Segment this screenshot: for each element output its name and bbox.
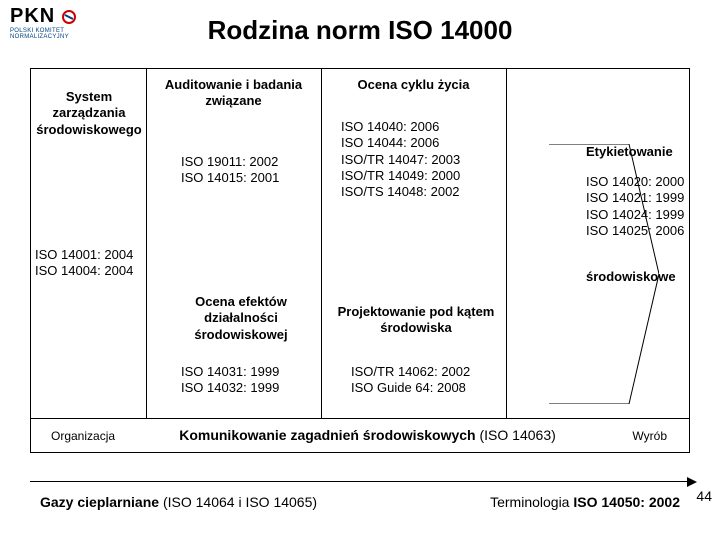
col2b-items: ISO 14031: 1999 ISO 14032: 1999 [181, 364, 279, 397]
timeline-arrow-line [30, 481, 690, 482]
footer-row: Gazy cieplarniane (ISO 14064 i ISO 14065… [30, 494, 690, 510]
bottom-right-label: Wyrób [632, 429, 667, 444]
page-number: 44 [696, 488, 712, 504]
divider-2 [321, 69, 322, 419]
col2a-heading: Auditowanie i badania związane [151, 77, 316, 110]
timeline-arrow-head-icon [687, 477, 697, 487]
divider-1 [146, 69, 147, 419]
footer-left: Gazy cieplarniane (ISO 14064 i ISO 14065… [40, 494, 317, 510]
col3b-items: ISO/TR 14062: 2002 ISO Guide 64: 2008 [351, 364, 470, 397]
col2a-items: ISO 19011: 2002 ISO 14015: 2001 [181, 154, 279, 187]
col4-items: ISO 14020: 2000 ISO 14021: 1999 ISO 1402… [586, 174, 684, 239]
col3a-heading: Ocena cyklu życia [326, 77, 501, 93]
bottom-row-divider [31, 418, 689, 419]
col3b-heading: Projektowanie pod kątem środowiska [331, 304, 501, 337]
bottom-center-label: Komunikowanie zagadnień środowiskowych (… [146, 427, 589, 445]
col4-sub: środowiskowe [586, 269, 676, 285]
col4-heading: Etykietowanie [586, 144, 673, 160]
divider-3 [506, 69, 507, 419]
col1-heading: System zarządzania środowiskowego [35, 89, 143, 138]
col3a-items: ISO 14040: 2006 ISO 14044: 2006 ISO/TR 1… [341, 119, 460, 200]
diagram-frame: System zarządzania środowiskowego ISO 14… [30, 68, 690, 453]
col1-items: ISO 14001: 2004 ISO 14004: 2004 [35, 247, 133, 280]
footer-right: Terminologia ISO 14050: 2002 [490, 494, 680, 510]
bottom-left-label: Organizacja [51, 429, 115, 444]
page-title: Rodzina norm ISO 14000 [0, 15, 720, 46]
col2b-heading: Ocena efektów działalności środowiskowej [176, 294, 306, 343]
